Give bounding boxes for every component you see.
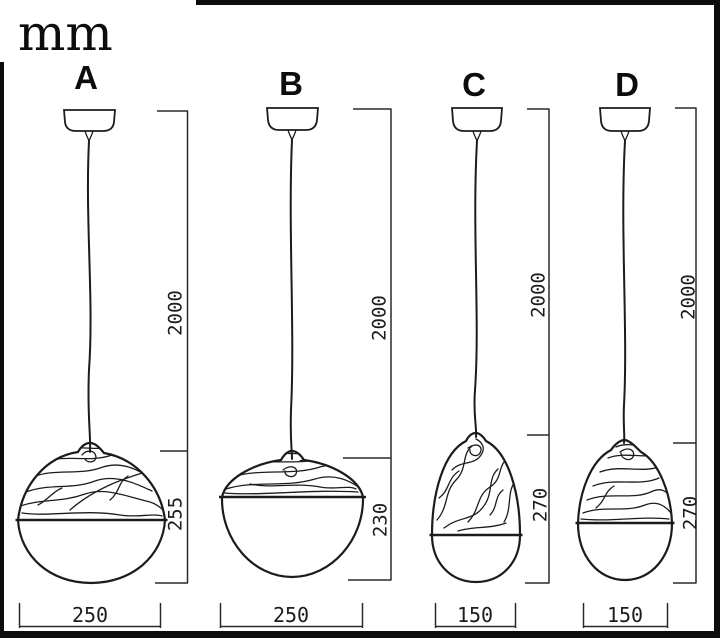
lamp-b-body-height-value: 230 [370, 503, 392, 537]
lamp-a-label: A [74, 59, 98, 96]
lamp-b-cord-length-value: 2000 [369, 295, 391, 341]
lamp-b-height-dimension [343, 108, 392, 581]
lamp-c-label: C [462, 66, 486, 103]
lamp-c-height-dimension [525, 108, 550, 584]
unit-label: mm [18, 4, 113, 62]
lamp-a-cord-connector [84, 130, 94, 142]
lamp-a-textured-cap [16, 441, 167, 522]
lamp-d-textured-cap [576, 438, 674, 525]
frame-bottom-border [0, 631, 720, 638]
lamp-c-wood-grain-texture [436, 438, 517, 532]
frame-left-border [0, 62, 4, 638]
lamp-c-glass-body [430, 533, 522, 584]
lamp-d-cord [622, 140, 627, 444]
lamp-c-body-height-value: 270 [530, 488, 552, 522]
lamp-b-ceiling-canopy [266, 107, 319, 131]
lamp-a-width-dimension [18, 603, 162, 628]
lamp-b-body-width-value: 250 [273, 603, 309, 627]
lamp-a-body-width-value: 250 [72, 603, 108, 627]
lamp-c-cord [473, 140, 478, 438]
lamp-a-cord [86, 140, 92, 453]
lamp-c-body-width-value: 150 [457, 603, 493, 627]
lamp-a-group: A 2000 255 250 [15, 59, 189, 628]
lamp-c-width-dimension [434, 603, 517, 628]
lamp-c-cord-connector [472, 130, 482, 142]
lamp-d-ceiling-canopy [599, 107, 651, 132]
lamp-b-cord [289, 139, 294, 460]
lamp-d-body-height-value: 270 [680, 496, 702, 530]
lamp-a-body-height-value: 255 [165, 497, 187, 531]
lamp-d-wood-grain-texture [580, 443, 671, 521]
frame-right-border [714, 0, 720, 638]
lamp-c-cord-length-value: 2000 [528, 272, 550, 318]
lamp-a-wood-grain-texture [19, 445, 165, 517]
frame-top-border [196, 0, 720, 5]
lamp-d-cord-length-value: 2000 [678, 274, 700, 320]
lamp-b-textured-cap [220, 449, 365, 499]
lamp-d-width-dimension [582, 603, 669, 628]
lamp-d-cord-connector [620, 130, 630, 142]
lamp-a-glass-body [16, 518, 167, 585]
lamp-d-body-width-value: 150 [607, 603, 643, 627]
lamp-d-height-dimension [673, 107, 697, 584]
lamp-a-cord-length-value: 2000 [165, 290, 187, 336]
lamp-b-group: B 2000 230 250 [219, 65, 392, 628]
lamp-b-label: B [279, 65, 303, 102]
lamp-b-cord-connector [287, 129, 297, 141]
lamp-d-group: D 2000 270 150 [575, 66, 702, 628]
lamp-c-textured-cap [430, 431, 522, 537]
lamp-c-group: C 2000 270 150 [429, 66, 552, 628]
lamp-c-ceiling-canopy [451, 107, 503, 132]
lamp-b-glass-body [220, 495, 365, 579]
lamp-d-label: D [615, 66, 639, 103]
lamp-d-glass-body [576, 521, 674, 582]
lamp-a-height-dimension [155, 110, 189, 584]
lamp-a-ceiling-canopy [63, 109, 116, 132]
lamp-b-width-dimension [219, 603, 364, 628]
